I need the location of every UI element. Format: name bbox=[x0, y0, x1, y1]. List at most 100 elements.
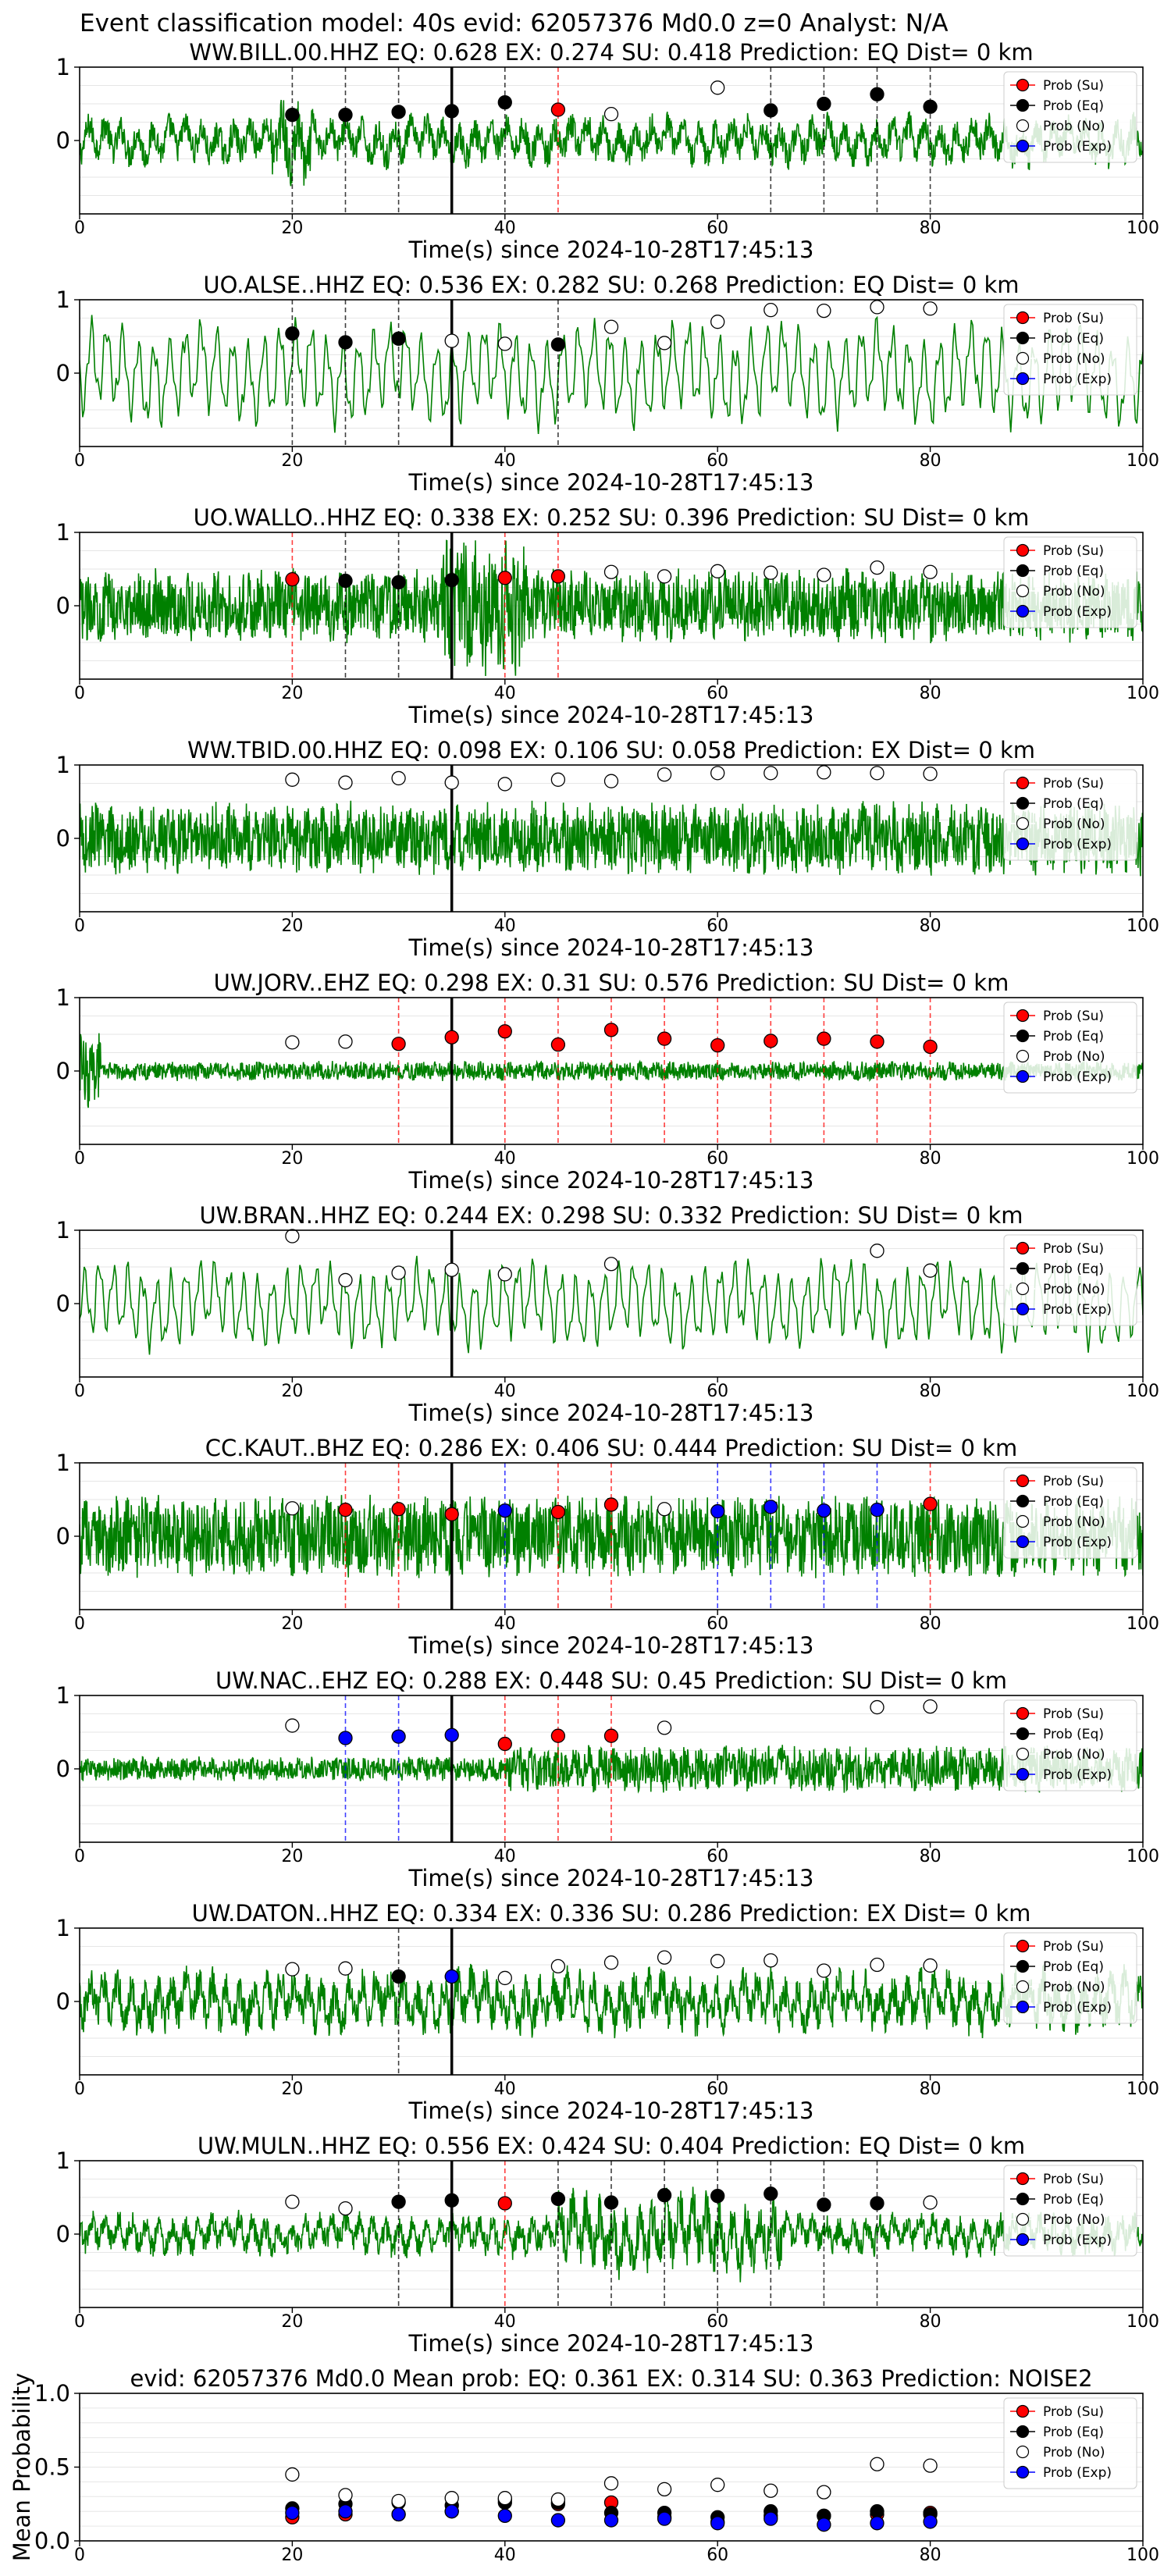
prob-point-exp bbox=[763, 1500, 778, 1514]
legend-label: Prob (Su) bbox=[1043, 1009, 1104, 1024]
prob-point-eq bbox=[817, 2197, 831, 2212]
legend-label: Prob (Eq) bbox=[1043, 796, 1104, 812]
legend-label: Prob (Eq) bbox=[1043, 2425, 1104, 2440]
x-tick-label: 60 bbox=[707, 2312, 728, 2332]
prob-point-su bbox=[497, 1736, 512, 1752]
legend-box bbox=[1003, 71, 1137, 163]
x-axis-label: Time(s) since 2024-10-28T17:45:13 bbox=[408, 2097, 814, 2124]
prob-point-su bbox=[550, 1037, 566, 1052]
x-tick-label: 40 bbox=[494, 451, 516, 471]
y-tick-label: 1 bbox=[56, 1682, 70, 1709]
legend: Prob (Su) Prob (Eq) Prob (No) Prob (Exp) bbox=[1003, 2397, 1137, 2489]
legend-marker-exp bbox=[1016, 139, 1030, 153]
x-tick-label: 0 bbox=[74, 1614, 85, 1634]
legend-label: Prob (Exp) bbox=[1043, 2233, 1112, 2248]
x-tick-label: 100 bbox=[1127, 684, 1159, 703]
prob-point-eq bbox=[338, 573, 353, 589]
y-tick-label: 1 bbox=[56, 54, 70, 80]
prob-point-su bbox=[657, 1031, 672, 1046]
x-tick-label: 80 bbox=[920, 219, 941, 238]
legend-label: Prob (No) bbox=[1043, 2445, 1105, 2460]
legend-marker-eq bbox=[1016, 98, 1030, 112]
legend-marker-su bbox=[1016, 2172, 1030, 2186]
prob-point-no bbox=[923, 564, 938, 579]
prob-point-no bbox=[497, 2491, 512, 2506]
prob-point-no bbox=[817, 1963, 831, 1978]
legend-marker-exp bbox=[1016, 837, 1030, 851]
legend: Prob (Su) Prob (Eq) Prob (No) Prob (Exp) bbox=[1003, 1699, 1137, 1791]
x-axis-label: Time(s) since 2024-10-28T17:45:13 bbox=[408, 1865, 814, 1891]
prob-point-no bbox=[870, 766, 884, 781]
legend-label: Prob (Exp) bbox=[1043, 2465, 1112, 2481]
chart-title: evid: 62057376 Md0.0 Mean prob: EQ: 0.36… bbox=[130, 2365, 1092, 2392]
prob-point-no bbox=[657, 569, 672, 584]
x-tick-label: 80 bbox=[920, 451, 941, 471]
prob-point-no bbox=[603, 107, 619, 122]
legend-label: Prob (Exp) bbox=[1043, 604, 1112, 620]
x-axis-label: Time(s) since 2024-10-28T17:45:13 bbox=[408, 469, 814, 496]
prob-point-eq bbox=[923, 99, 938, 114]
prob-point-exp bbox=[817, 2517, 831, 2532]
x-tick-label: 80 bbox=[920, 2546, 941, 2565]
y-tick-label: 1 bbox=[56, 519, 70, 546]
y-tick-label: 0 bbox=[56, 1988, 70, 2015]
prob-point-no bbox=[285, 2467, 300, 2482]
legend-marker-no bbox=[1016, 2212, 1030, 2226]
legend-marker-exp bbox=[1016, 2000, 1030, 2014]
waveform-trace bbox=[80, 1963, 1143, 2039]
legend-marker-no bbox=[1016, 1282, 1030, 1296]
prob-point-su bbox=[497, 1024, 512, 1039]
prob-point-no bbox=[550, 772, 566, 787]
prob-point-su bbox=[817, 1031, 831, 1046]
prob-point-exp bbox=[817, 1503, 831, 1518]
prob-point-su bbox=[763, 1034, 778, 1048]
waveform-trace bbox=[80, 539, 1143, 677]
x-axis-label: Time(s) since 2024-10-28T17:45:13 bbox=[408, 702, 814, 728]
prob-point-eq bbox=[444, 2193, 459, 2208]
legend-label: Prob (No) bbox=[1043, 1514, 1105, 1530]
legend-label: Prob (No) bbox=[1043, 1980, 1105, 1995]
prob-point-no bbox=[391, 770, 406, 786]
prob-point-no bbox=[444, 333, 459, 348]
y-tick-label: 1 bbox=[56, 752, 70, 778]
legend-marker-no bbox=[1016, 1747, 1030, 1761]
legend: Prob (Su) Prob (Eq) Prob (No) Prob (Exp) bbox=[1003, 304, 1137, 396]
prob-point-exp bbox=[391, 1729, 406, 1744]
legend-marker-su bbox=[1016, 1241, 1030, 1255]
legend-label: Prob (No) bbox=[1043, 1747, 1105, 1763]
prob-point-eq bbox=[391, 1969, 406, 1984]
prob-point-no bbox=[710, 315, 725, 329]
y-tick-label: 0.0 bbox=[34, 2528, 70, 2554]
prob-point-su bbox=[550, 1728, 566, 1743]
legend-marker-su bbox=[1016, 1009, 1030, 1023]
legend-box bbox=[1003, 1234, 1137, 1326]
prob-point-no bbox=[603, 1955, 619, 1970]
prob-point-no bbox=[657, 767, 672, 782]
prob-point-no bbox=[285, 1962, 300, 1976]
prob-point-eq bbox=[497, 94, 512, 110]
prob-point-exp bbox=[285, 2505, 300, 2521]
chart-title: UW.DATON..HHZ EQ: 0.334 EX: 0.336 SU: 0.… bbox=[192, 1900, 1031, 1927]
legend-label: Prob (No) bbox=[1043, 584, 1105, 600]
legend-label: Prob (Eq) bbox=[1043, 1727, 1104, 1742]
x-tick-label: 80 bbox=[920, 2080, 941, 2099]
legend-label: Prob (Eq) bbox=[1043, 1029, 1104, 1044]
prob-point-eq bbox=[763, 2186, 778, 2201]
x-tick-label: 60 bbox=[707, 1149, 728, 1169]
legend-marker-exp bbox=[1016, 1302, 1030, 1316]
prob-point-no bbox=[710, 1954, 725, 1969]
prob-point-eq bbox=[817, 96, 831, 112]
prob-point-no bbox=[870, 1957, 884, 1973]
prob-point-no bbox=[657, 1502, 672, 1517]
chart-panel-10: UW.MULN..HHZ EQ: 0.556 EX: 0.424 SU: 0.4… bbox=[56, 2133, 1159, 2357]
y-tick-label: 0 bbox=[56, 127, 70, 154]
x-tick-label: 20 bbox=[281, 451, 303, 471]
legend-label: Prob (Eq) bbox=[1043, 1494, 1104, 1510]
legend-box bbox=[1003, 1699, 1137, 1791]
prob-point-no bbox=[763, 766, 778, 781]
legend-box bbox=[1003, 1932, 1137, 2024]
x-tick-label: 40 bbox=[494, 684, 516, 703]
x-tick-label: 100 bbox=[1127, 1382, 1159, 1401]
prob-point-no bbox=[444, 1262, 459, 1277]
legend-marker-su bbox=[1016, 2404, 1030, 2418]
